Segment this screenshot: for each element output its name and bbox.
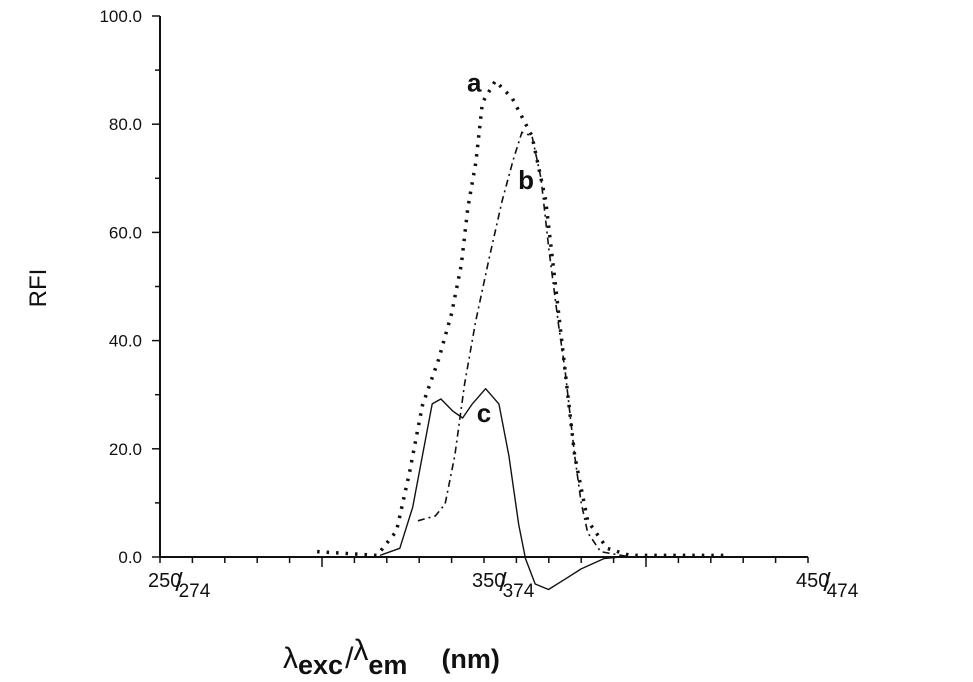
curve-label-a: a [467, 68, 482, 98]
curve-label-b: b [518, 165, 534, 195]
series-c [379, 388, 621, 591]
series [316, 78, 724, 591]
y-tick-label: 60.0 [109, 223, 142, 242]
series-b [417, 131, 630, 558]
x-tick-label: 250/274 [148, 567, 211, 602]
x-tick-label: 450/474 [796, 567, 859, 602]
x-axis-label: λexc/λem (nm) [283, 634, 500, 680]
annotations: a b c [467, 68, 534, 428]
y-tick-label: 80.0 [109, 115, 142, 134]
y-tick-label: 0.0 [118, 548, 142, 567]
y-tick-label: 40.0 [109, 332, 142, 351]
y-axis-label: RFI [25, 269, 52, 308]
x-tick-label: 350/374 [472, 567, 535, 602]
curve-label-c: c [477, 398, 491, 428]
series-a [316, 78, 724, 558]
y-tick-label: 20.0 [109, 440, 142, 459]
ticks: 0.0 20.0 40.0 60.0 80.0 100.0 250/274 350/374 45… [99, 7, 858, 602]
axes [159, 16, 808, 558]
y-tick-label: 100.0 [99, 7, 142, 26]
